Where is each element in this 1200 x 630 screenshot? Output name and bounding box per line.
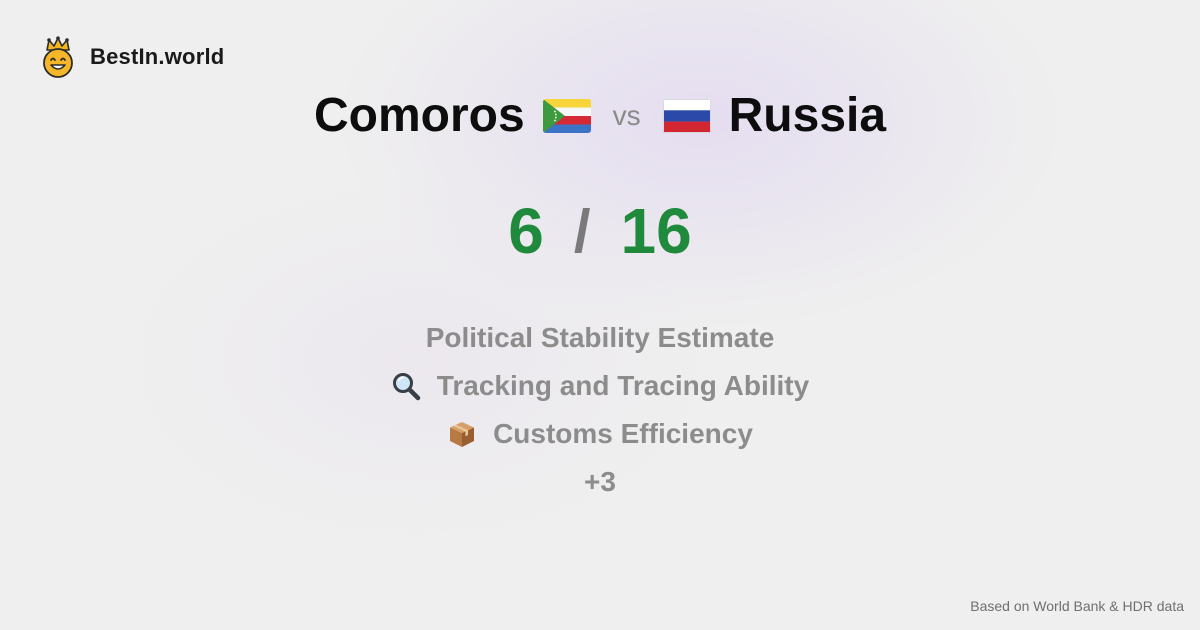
left-score: 6	[508, 195, 544, 267]
comoros-flag-icon	[542, 98, 591, 133]
comparison-title: Comoros vs Russia	[0, 88, 1200, 143]
brand[interactable]: BestIn.world	[40, 36, 224, 78]
vs-label: vs	[612, 99, 641, 131]
package-icon	[450, 422, 475, 447]
left-country-name: Comoros	[313, 89, 525, 142]
metrics-list: Political Stability Estimate Tracking an…	[0, 314, 1200, 506]
metric-item: Customs Efficiency	[447, 410, 753, 458]
score: 6 / 16	[0, 194, 1200, 268]
magnifying-glass-icon	[392, 373, 421, 401]
brand-name: BestIn.world	[90, 44, 225, 69]
more-metrics-count: +3	[584, 466, 616, 497]
metric-item: Tracking and Tracing Ability	[391, 362, 809, 410]
score-separator: /	[573, 197, 591, 265]
right-country-name: Russia	[728, 89, 887, 142]
metric-item: Political Stability Estimate	[426, 314, 775, 362]
right-score: 16	[620, 195, 692, 267]
metric-label: Political Stability Estimate	[425, 322, 775, 353]
metric-label: Tracking and Tracing Ability	[436, 370, 810, 401]
data-source-note: Based on World Bank & HDR data	[970, 598, 1184, 614]
russia-flag-icon	[662, 98, 711, 133]
metric-label: Customs Efficiency	[493, 418, 753, 449]
crowned-smiley-icon	[43, 36, 73, 78]
